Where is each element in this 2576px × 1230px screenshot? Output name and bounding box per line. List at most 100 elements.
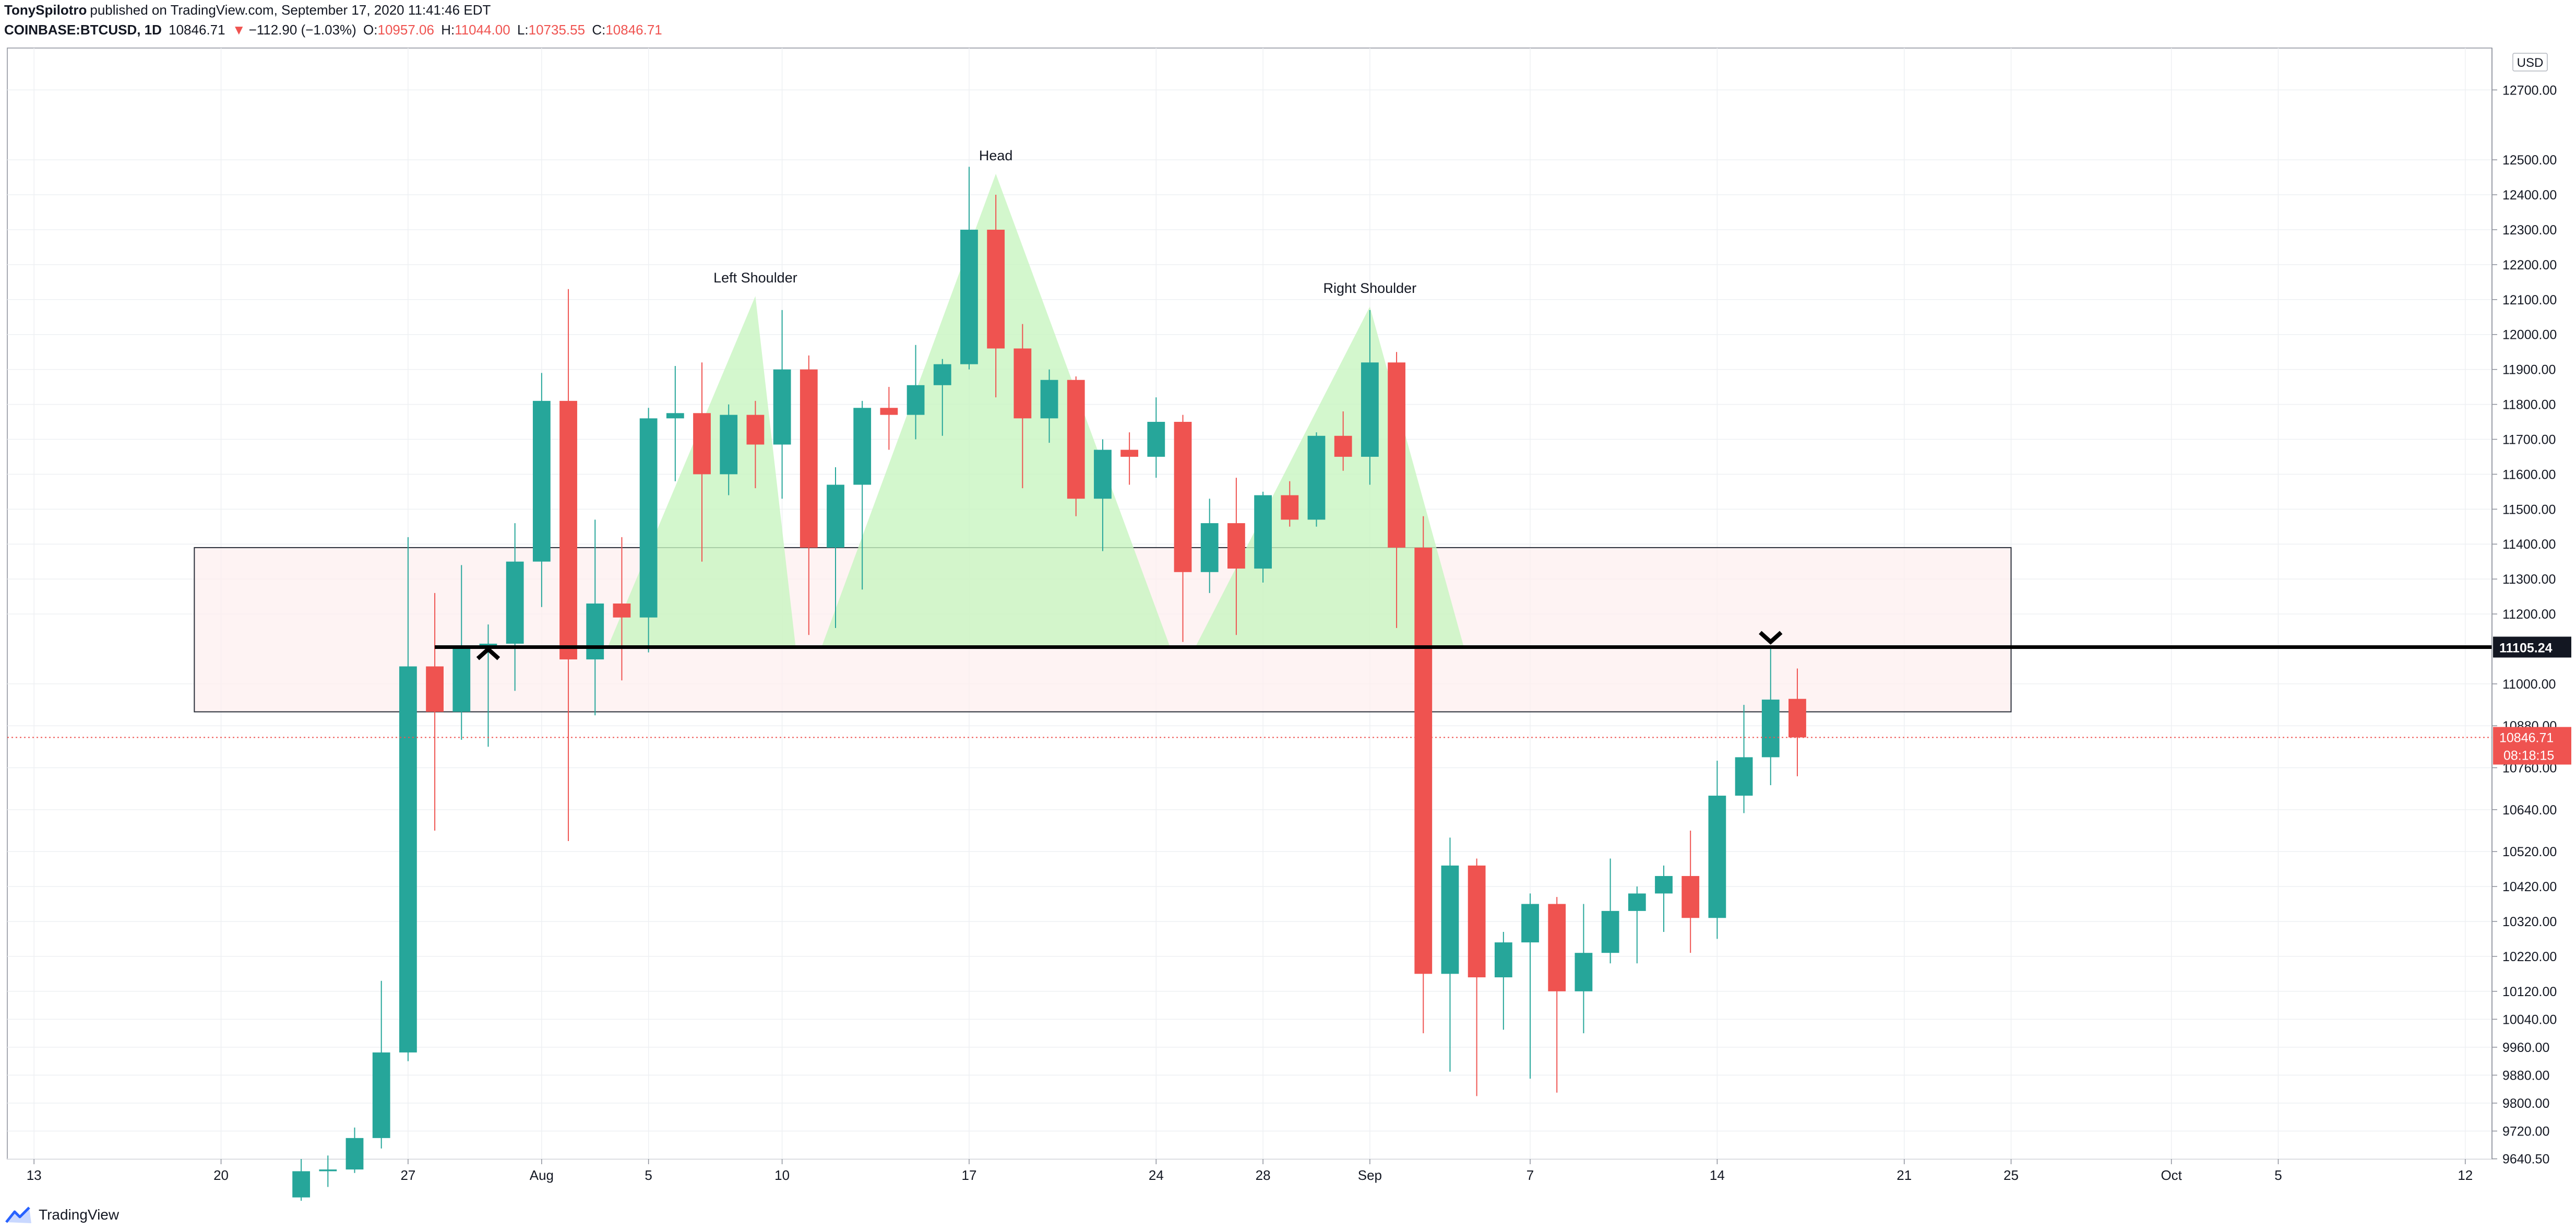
publish-line: TonySpilotro published on TradingView.com… — [4, 0, 2572, 20]
low-label: L: — [517, 22, 529, 38]
last-price: 10846.71 — [169, 22, 225, 38]
candle-body — [1414, 547, 1433, 974]
candle — [907, 345, 925, 440]
candle-body — [800, 369, 818, 548]
candle — [1174, 415, 1192, 642]
neckline-price-label: 11105.24 — [2499, 641, 2553, 655]
candle-body — [345, 1138, 364, 1170]
x-tick-label: 21 — [1897, 1167, 1912, 1183]
candle-body — [1307, 435, 1326, 520]
y-tick-label: 9960.00 — [2502, 1040, 2549, 1055]
candle-body — [1735, 757, 1753, 796]
candle-body — [933, 364, 951, 385]
candle — [506, 523, 524, 691]
published-text: published on TradingView.com, September … — [90, 2, 491, 18]
y-tick-label: 10420.00 — [2502, 880, 2557, 894]
x-tick-label: 10 — [774, 1167, 790, 1183]
x-tick-label: 27 — [400, 1167, 415, 1183]
y-tick-label: 10640.00 — [2502, 803, 2557, 818]
candle-body — [639, 418, 658, 618]
candle-body — [1761, 700, 1780, 758]
candle-body — [880, 408, 898, 415]
tradingview-brand[interactable]: TradingView — [39, 1207, 120, 1223]
candle — [532, 373, 551, 607]
candle-body — [827, 484, 844, 548]
y-tick-label: 10220.00 — [2502, 950, 2557, 964]
candle-body — [1788, 699, 1806, 738]
footer: TradingView — [4, 1202, 119, 1228]
candle-body — [1708, 796, 1726, 918]
y-tick-label: 11000.00 — [2502, 677, 2556, 692]
pattern-labels: Left Shoulder Head Right Shoulder — [713, 148, 1416, 296]
candle — [1094, 439, 1112, 551]
candle-body — [1655, 876, 1673, 894]
candle — [1120, 432, 1139, 485]
candle-body — [1147, 422, 1165, 457]
y-tick-label: 9800.00 — [2502, 1096, 2549, 1111]
close-label: C: — [592, 22, 606, 38]
candle — [1761, 647, 1780, 785]
x-tick-label: 17 — [962, 1167, 977, 1183]
high-value: 11044.00 — [455, 22, 510, 38]
y-tick-label: 10120.00 — [2502, 985, 2557, 999]
candle-body — [720, 415, 738, 475]
y-tick-label: 12300.00 — [2502, 223, 2557, 238]
chart-header: TonySpilotro published on TradingView.com… — [4, 0, 2572, 42]
open-label: O: — [363, 22, 378, 38]
axes[interactable]: 9640.50 9720.00 9800.00 9880.00 9960.00 10040… — [27, 48, 2571, 1183]
candle-body — [693, 413, 711, 475]
candle — [292, 1159, 311, 1201]
candles — [292, 167, 1806, 1201]
candle-body — [1040, 380, 1058, 419]
candle — [960, 167, 978, 370]
x-tick-label: Sep — [1358, 1167, 1382, 1183]
candle-body — [372, 1052, 390, 1138]
close-value: 10846.71 — [605, 22, 662, 38]
candle — [1281, 481, 1299, 527]
neckline-price-tag — [2493, 636, 2571, 658]
x-tick-label: 28 — [1256, 1167, 1271, 1183]
x-tick-label: 14 — [1710, 1167, 1725, 1183]
author-name[interactable]: TonySpilotro — [4, 2, 87, 18]
y-tick-label: 9880.00 — [2502, 1068, 2549, 1083]
candle-body — [559, 400, 577, 660]
candle-body — [506, 561, 524, 644]
candle — [1361, 310, 1379, 485]
y-tick-label: 11800.00 — [2502, 398, 2556, 412]
candle-body — [960, 229, 978, 364]
open-value: 10957.06 — [377, 22, 434, 38]
currency-label: USD — [2517, 56, 2544, 70]
x-tick-label: 13 — [27, 1167, 42, 1183]
y-tick-label: 12700.00 — [2502, 83, 2557, 98]
x-tick-label: 12 — [2458, 1167, 2473, 1183]
candle — [1414, 516, 1433, 1034]
candle-body — [1013, 348, 1032, 419]
last-price-tag — [2493, 727, 2571, 765]
x-tick-label: 5 — [2274, 1167, 2282, 1183]
candle-body — [853, 408, 872, 485]
candle-body — [1628, 893, 1646, 911]
countdown-label: 08:18:15 — [2503, 748, 2554, 763]
candle — [933, 359, 951, 436]
high-label: H: — [441, 22, 455, 38]
candle-body — [1521, 904, 1539, 943]
candle — [452, 565, 471, 740]
candle — [1334, 411, 1352, 471]
candle-body — [1681, 876, 1700, 918]
caret-down-icon — [1759, 631, 1783, 645]
y-tick-label: 11400.00 — [2502, 537, 2556, 552]
candle — [1013, 324, 1032, 489]
candle — [987, 195, 1005, 398]
candle-body — [666, 413, 684, 419]
candle-body — [586, 604, 604, 660]
tradingview-logo-icon[interactable] — [4, 1204, 33, 1225]
caret-up-icon — [476, 646, 500, 660]
candle — [693, 362, 711, 562]
change-arrow-icon: ▼ — [232, 22, 246, 38]
candle — [1441, 837, 1459, 1072]
candle-body — [292, 1171, 311, 1198]
candle — [1200, 499, 1219, 593]
candle — [1548, 897, 1566, 1093]
candle-body — [1120, 450, 1139, 457]
